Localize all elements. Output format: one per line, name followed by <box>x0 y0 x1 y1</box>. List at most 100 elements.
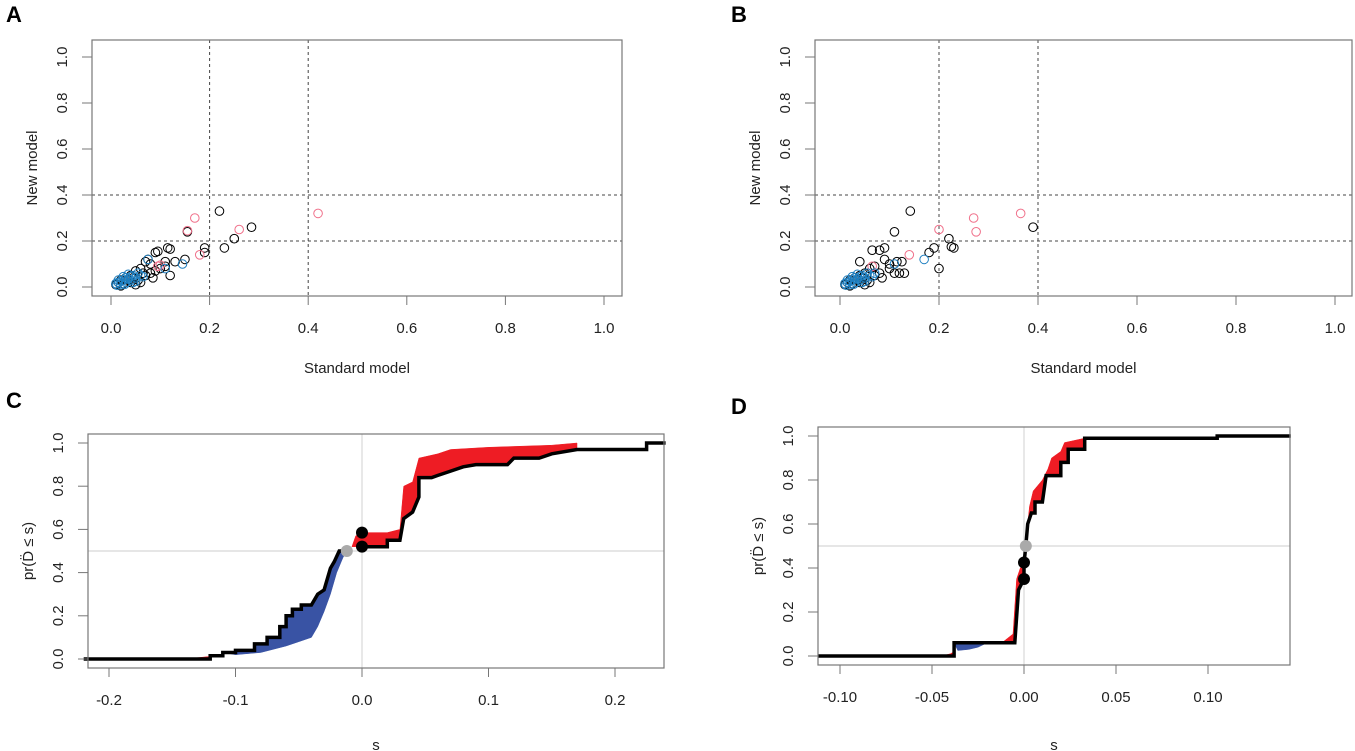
scatter-point-black <box>855 256 865 267</box>
panel-label-c: C <box>6 388 22 413</box>
y-tick-label: 0.6 <box>54 139 71 160</box>
panel-label-b: B <box>731 2 747 27</box>
scatter-point-black <box>879 254 890 265</box>
x-tick-label: 0.4 <box>1028 320 1049 337</box>
y-tick-label: 0.8 <box>50 476 67 497</box>
scatter-point-pink <box>968 213 979 223</box>
scatter-point-blue <box>847 271 858 282</box>
gray-median-marker <box>340 545 353 557</box>
x-tick-label: -0.10 <box>823 689 857 706</box>
scatter-point-black <box>140 256 151 267</box>
scatter-point-blue <box>850 273 860 283</box>
scatter-point-blue <box>852 269 863 280</box>
scatter-point-black <box>929 243 939 253</box>
scatter-point-blue <box>112 280 122 290</box>
scatter-point-black <box>153 246 163 257</box>
y-axis-title: pr(D̈ ≤ s) <box>750 517 767 575</box>
red-area <box>351 442 578 547</box>
x-tick-label: 0.00 <box>1009 689 1038 706</box>
scatter-point-blue <box>177 259 188 269</box>
scatter-point-black <box>219 243 230 253</box>
scatter-point-black <box>199 247 210 258</box>
x-tick-label: -0.2 <box>96 692 122 709</box>
y-axis-title: New model <box>747 130 764 205</box>
plot-frame <box>814 39 1353 297</box>
y-tick-label: 0.8 <box>780 470 797 491</box>
scatter-point-blue <box>864 270 875 281</box>
panel-label-a: A <box>6 2 22 27</box>
x-tick-label: 0.4 <box>298 320 319 337</box>
y-tick-label: 0.4 <box>780 558 797 579</box>
plot-frame <box>91 39 623 297</box>
plot-frame <box>87 433 665 669</box>
scatter-point-pink <box>153 261 163 272</box>
x-tick-label: 1.0 <box>1325 320 1346 337</box>
scatter-point-black <box>199 243 210 253</box>
scatter-point-black <box>165 244 175 254</box>
y-tick-label: 0.2 <box>780 602 797 623</box>
y-tick-label: 1.0 <box>50 433 67 454</box>
y-tick-label: 0.8 <box>777 93 794 114</box>
scatter-point-blue <box>852 274 863 284</box>
y-axis-title: pr(D̈ ≤ s) <box>20 522 37 580</box>
y-tick-label: 0.2 <box>54 231 71 252</box>
scatter-point-black <box>869 261 880 272</box>
y-tick-label: 0.6 <box>777 139 794 160</box>
panel-label-d: D <box>731 394 747 419</box>
black-marker <box>1018 556 1030 569</box>
cdf-curve <box>817 434 1291 658</box>
scatter-point-blue <box>118 271 129 282</box>
y-tick-label: 0.4 <box>777 185 794 206</box>
scatter-point-black <box>140 270 151 281</box>
x-tick-label: 1.0 <box>594 320 615 337</box>
scatter-point-pink <box>971 227 981 237</box>
scatter-point-black <box>150 266 161 276</box>
scatter-point-blue <box>138 271 148 282</box>
scatter-point-pink <box>234 224 244 235</box>
scatter-point-black <box>949 243 959 253</box>
scatter-point-black <box>155 263 166 274</box>
x-tick-label: 0.6 <box>396 320 417 337</box>
panel-a-scatter: 0.0 0.2 0.4 0.6 0.8 1.0 0.0 0.2 0.4 0.6 0.8 1.0 Stan… <box>24 39 623 377</box>
scatter-point-black <box>905 206 916 216</box>
scatter-point-black <box>934 263 944 274</box>
scatter-point-black <box>170 256 180 267</box>
panel-b-scatter: 0.0 0.2 0.4 0.6 0.8 1.0 0.0 0.2 0.4 0.6 0.8 1.0 Stan… <box>747 39 1353 377</box>
scatter-point-pink <box>155 260 166 270</box>
x-axis-title: s <box>372 737 380 751</box>
y-tick-label: 0.4 <box>54 185 71 206</box>
scatter-point-pink <box>313 208 323 219</box>
panel-c-cdf: -0.2 -0.1 0.0 0.1 0.2 0.0 0.2 0.4 0.6 0.8 1.0 s pr(D… <box>20 433 666 751</box>
y-tick-label: 0.2 <box>777 231 794 252</box>
scatter-point-black <box>897 256 907 267</box>
y-tick-label: 0.8 <box>54 93 71 114</box>
scatter-point-black <box>874 245 885 255</box>
scatter-point-blue <box>123 274 134 284</box>
x-tick-label: -0.05 <box>915 689 949 706</box>
scatter-point-blue <box>130 276 141 287</box>
y-tick-label: 0.2 <box>50 605 67 626</box>
y-tick-label: 1.0 <box>777 47 794 68</box>
x-tick-label: 0.8 <box>1226 320 1247 337</box>
scatter-point-black <box>160 256 171 267</box>
cdf-curve <box>83 549 347 661</box>
scatter-point-pink <box>934 224 944 235</box>
scatter-point-black <box>214 206 225 216</box>
x-tick-label: 0.2 <box>605 692 626 709</box>
scatter-point-blue <box>842 277 853 288</box>
scatter-point-blue <box>867 271 877 282</box>
x-axis-title: Standard model <box>304 360 410 377</box>
scatter-point-black <box>879 243 890 253</box>
scatter-point-black <box>165 270 175 281</box>
y-tick-label: 0.6 <box>50 519 67 540</box>
y-tick-label: 0.0 <box>780 646 797 667</box>
scatter-point-blue <box>160 263 171 274</box>
scatter-point-blue <box>120 273 131 283</box>
scatter-point-black <box>867 245 877 255</box>
scatter-point-black <box>944 233 954 244</box>
scatter-point-black <box>138 268 148 279</box>
y-tick-label: 1.0 <box>54 47 71 68</box>
gray-median-marker <box>1019 540 1032 552</box>
scatter-point-blue <box>857 270 868 281</box>
